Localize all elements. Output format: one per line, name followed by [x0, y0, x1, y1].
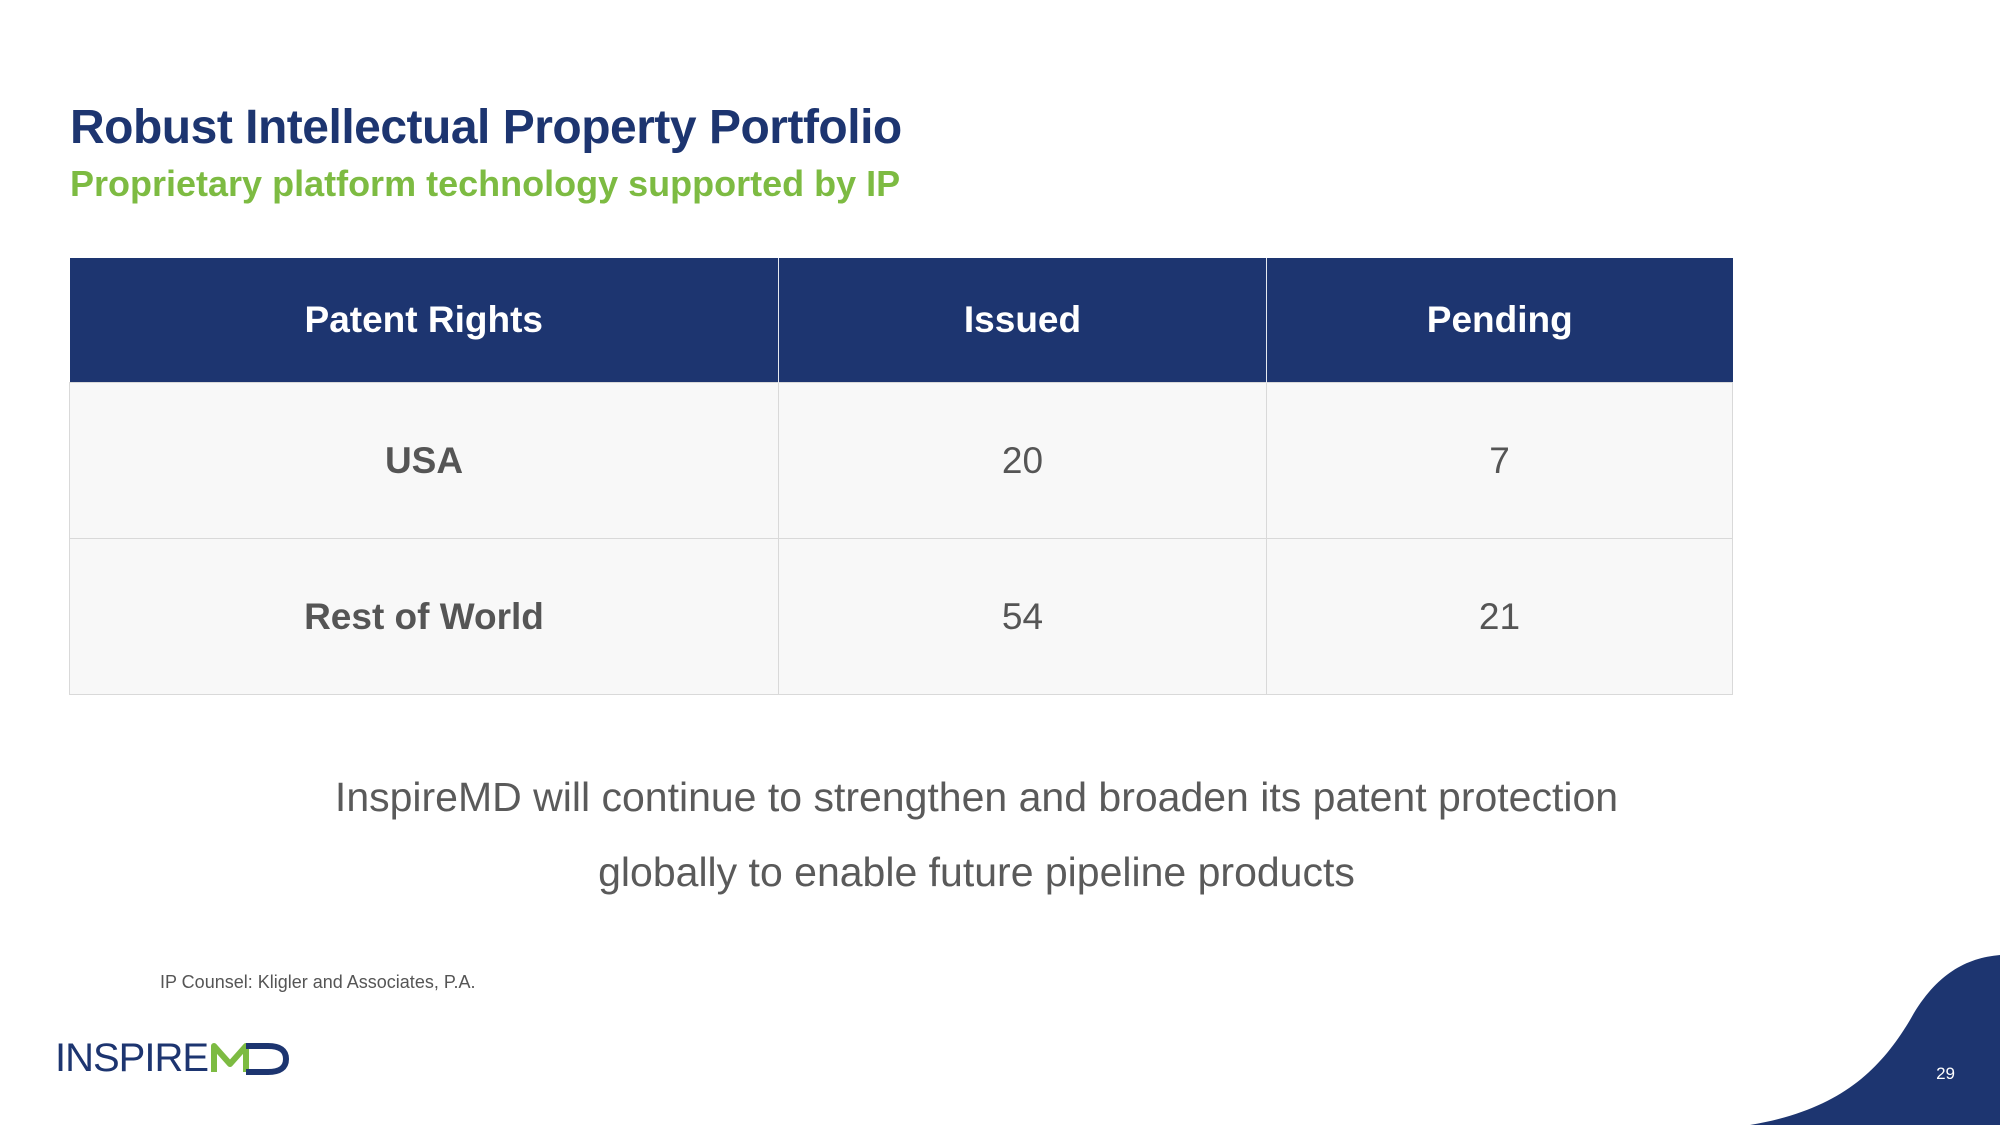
corner-wave-shape — [1750, 955, 2000, 1125]
footnote: IP Counsel: Kligler and Associates, P.A. — [160, 972, 476, 992]
patent-table: Patent Rights Issued Pending USA 20 7 Re… — [69, 258, 1733, 695]
statement: InspireMD will continue to strengthen an… — [0, 760, 1953, 910]
slide-title: Robust Intellectual Property Portfolio — [70, 101, 902, 154]
statement-line: InspireMD will continue to strengthen an… — [334, 774, 1619, 820]
inspiremd-md-logo-icon — [211, 1043, 290, 1075]
company-logo: INSPIRE — [55, 1035, 290, 1081]
table-row: Rest of World 54 21 — [69, 538, 1733, 695]
row-label: USA — [69, 382, 779, 539]
page-number: 29 — [1936, 1064, 1955, 1083]
pending-count: 7 — [1266, 382, 1733, 539]
row-label: Rest of World — [69, 538, 779, 695]
statement-line: globally to enable future pipeline produ… — [598, 849, 1355, 895]
issued-count: 20 — [778, 382, 1267, 539]
table-row: USA 20 7 — [69, 382, 1733, 539]
column-header-patent-rights: Patent Rights — [69, 258, 779, 383]
column-header-issued: Issued — [778, 258, 1267, 383]
slide-subtitle: Proprietary platform technology supporte… — [70, 163, 901, 204]
pending-count: 21 — [1266, 538, 1733, 695]
table-header-row: Patent Rights Issued Pending — [69, 258, 1733, 383]
column-header-pending: Pending — [1266, 258, 1733, 383]
issued-count: 54 — [778, 538, 1267, 695]
logo-wordmark: INSPIRE — [55, 1036, 209, 1080]
